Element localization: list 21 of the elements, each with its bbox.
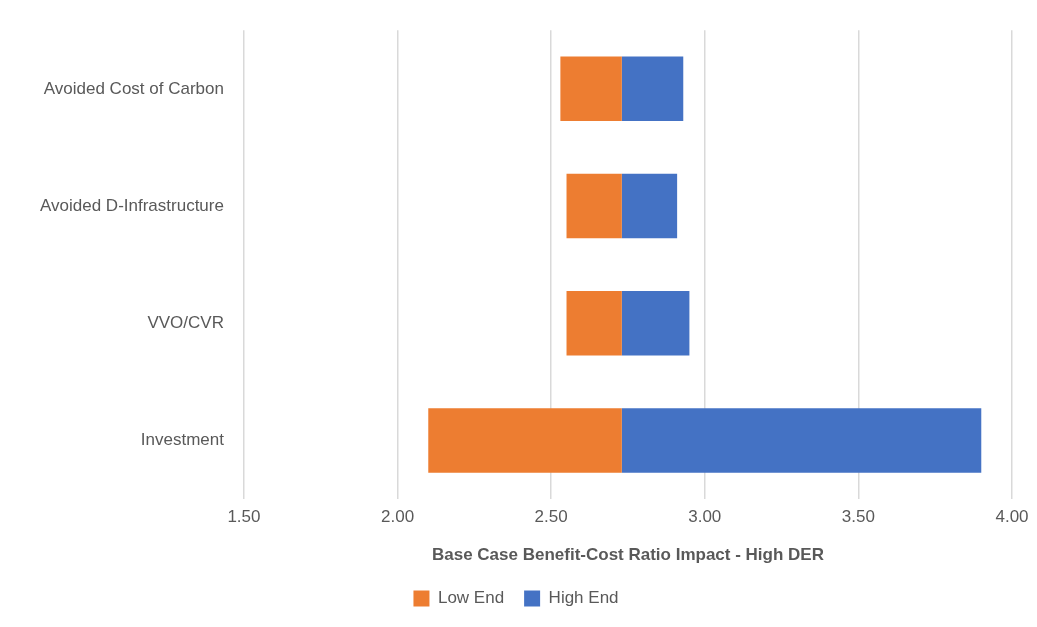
- bar: [566, 291, 622, 356]
- bar: [621, 56, 684, 122]
- legend-label: Low End: [437, 588, 505, 608]
- legend-label: High End: [548, 588, 619, 608]
- x-tick-label: 3.50: [841, 507, 875, 527]
- x-tick-label: 2.00: [381, 507, 415, 527]
- y-tick-label: Investment: [140, 430, 225, 450]
- bar: [621, 291, 690, 356]
- bar: [621, 173, 678, 239]
- x-axis-title: Base Case Benefit-Cost Ratio Impact - High DER: [431, 545, 824, 565]
- x-tick-label: 1.50: [227, 507, 261, 527]
- y-tick-label: VVO/CVR: [147, 313, 224, 333]
- bar: [428, 408, 622, 473]
- x-tick-label: 3.00: [688, 507, 722, 527]
- bar: [566, 173, 622, 239]
- y-tick-label: Avoided D-Infrastructure: [40, 195, 224, 215]
- bar: [560, 56, 622, 122]
- y-tick-label: Avoided Cost of Carbon: [43, 78, 224, 98]
- x-tick-label: 2.50: [534, 507, 568, 527]
- x-tick-label: 4.00: [995, 507, 1029, 527]
- bar: [621, 408, 982, 473]
